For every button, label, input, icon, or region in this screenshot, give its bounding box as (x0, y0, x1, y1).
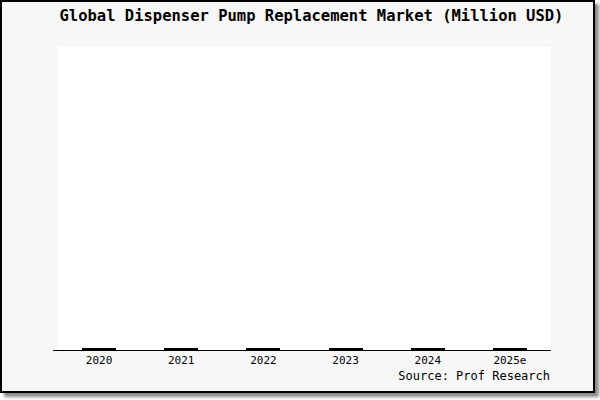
bars (58, 47, 551, 350)
x-tick-label-2024: 2024 (387, 354, 469, 367)
x-axis-line (53, 350, 551, 351)
plot-area (58, 47, 551, 350)
chart-title: Global Dispenser Pump Replacement Market… (30, 7, 593, 25)
source-note: Source: Prof Research (398, 369, 550, 383)
x-tick-label-2021: 2021 (140, 354, 222, 367)
x-tick-label-2023: 2023 (305, 354, 387, 367)
x-tick-label-2025e: 2025e (469, 354, 551, 367)
chart-figure: Global Dispenser Pump Replacement Market… (0, 0, 595, 393)
x-tick-labels: 202020212022202320242025e (58, 354, 551, 367)
x-tick-label-2022: 2022 (222, 354, 304, 367)
x-tick-label-2020: 2020 (58, 354, 140, 367)
